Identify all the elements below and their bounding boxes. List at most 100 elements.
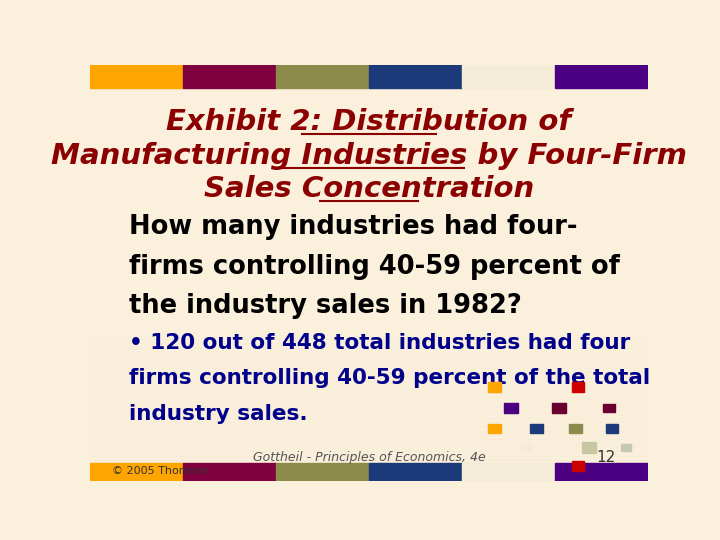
- Bar: [555, 463, 648, 481]
- Bar: [90, 368, 648, 373]
- Text: 12: 12: [597, 450, 616, 465]
- Bar: [90, 219, 648, 223]
- Bar: [90, 277, 648, 281]
- Bar: [183, 463, 276, 481]
- Bar: [90, 82, 648, 85]
- Bar: [90, 160, 648, 165]
- Bar: [90, 406, 648, 410]
- Bar: [606, 424, 618, 433]
- Bar: [90, 348, 648, 352]
- Bar: [90, 331, 648, 335]
- Bar: [90, 152, 648, 156]
- Bar: [90, 431, 648, 435]
- Bar: [462, 463, 555, 481]
- Bar: [90, 177, 648, 181]
- Bar: [90, 65, 183, 87]
- Bar: [90, 294, 648, 298]
- Bar: [90, 256, 648, 260]
- Bar: [90, 435, 648, 439]
- Bar: [621, 443, 631, 451]
- Bar: [90, 427, 648, 431]
- Text: Manufacturing Industries by Four-Firm: Manufacturing Industries by Four-Firm: [51, 141, 687, 170]
- Bar: [504, 403, 518, 413]
- Bar: [276, 463, 369, 481]
- Bar: [90, 148, 648, 152]
- Text: Gottheil - Principles of Economics, 4e: Gottheil - Principles of Economics, 4e: [253, 451, 485, 464]
- Bar: [90, 260, 648, 265]
- Bar: [90, 381, 648, 385]
- Text: • 120 out of 448 total industries had four: • 120 out of 448 total industries had fo…: [129, 333, 630, 353]
- Bar: [90, 306, 648, 310]
- Bar: [582, 442, 596, 453]
- Bar: [90, 377, 648, 381]
- Bar: [90, 468, 648, 472]
- Text: Sales Concentration: Sales Concentration: [204, 175, 534, 203]
- Bar: [488, 382, 500, 392]
- Bar: [90, 202, 648, 206]
- Bar: [90, 410, 648, 414]
- Bar: [572, 382, 585, 392]
- Bar: [90, 244, 648, 248]
- Bar: [90, 127, 648, 131]
- Bar: [90, 393, 648, 397]
- Text: Exhibit 2: Distribution of: Exhibit 2: Distribution of: [166, 109, 572, 137]
- Bar: [90, 464, 648, 468]
- Bar: [90, 281, 648, 285]
- Bar: [90, 114, 648, 119]
- Bar: [90, 156, 648, 160]
- Bar: [462, 65, 555, 87]
- Bar: [90, 339, 648, 343]
- Bar: [90, 439, 648, 443]
- Bar: [90, 360, 648, 364]
- Text: © 2005 Thomson: © 2005 Thomson: [112, 467, 210, 476]
- Bar: [90, 140, 648, 144]
- Bar: [90, 194, 648, 198]
- Bar: [555, 65, 648, 87]
- Bar: [90, 418, 648, 422]
- Bar: [90, 136, 648, 140]
- Bar: [90, 131, 648, 136]
- Bar: [90, 102, 648, 106]
- Bar: [90, 214, 648, 219]
- Bar: [90, 352, 648, 356]
- Bar: [183, 65, 276, 87]
- Bar: [90, 356, 648, 360]
- Bar: [90, 223, 648, 227]
- Bar: [90, 85, 648, 90]
- Bar: [90, 402, 648, 406]
- Bar: [90, 373, 648, 377]
- Bar: [90, 239, 648, 244]
- Bar: [90, 443, 648, 447]
- Bar: [90, 322, 648, 327]
- Bar: [521, 443, 530, 451]
- Bar: [90, 210, 648, 214]
- Bar: [90, 123, 648, 127]
- Bar: [552, 403, 566, 413]
- Bar: [90, 77, 648, 82]
- Bar: [90, 144, 648, 148]
- Bar: [90, 252, 648, 256]
- Text: industry sales.: industry sales.: [129, 404, 307, 424]
- Bar: [90, 185, 648, 190]
- Bar: [90, 319, 648, 322]
- Text: How many industries had four-: How many industries had four-: [129, 214, 577, 240]
- Bar: [90, 298, 648, 302]
- Bar: [90, 227, 648, 231]
- Bar: [530, 424, 543, 433]
- Bar: [90, 168, 648, 173]
- Bar: [90, 231, 648, 235]
- Bar: [90, 451, 648, 456]
- Bar: [90, 463, 183, 481]
- Bar: [90, 456, 648, 460]
- Bar: [90, 302, 648, 306]
- Bar: [570, 424, 582, 433]
- Bar: [90, 273, 648, 277]
- Bar: [90, 476, 648, 481]
- Bar: [90, 190, 648, 194]
- Bar: [90, 73, 648, 77]
- Bar: [90, 106, 648, 111]
- Bar: [603, 404, 615, 412]
- Bar: [90, 94, 648, 98]
- Bar: [90, 343, 648, 348]
- Bar: [90, 385, 648, 389]
